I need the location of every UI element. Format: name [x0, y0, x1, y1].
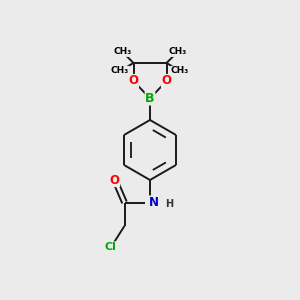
Text: O: O — [161, 74, 172, 88]
Text: CH₃: CH₃ — [171, 66, 189, 75]
Text: O: O — [128, 74, 139, 88]
Text: Cl: Cl — [105, 242, 117, 252]
Text: H: H — [165, 199, 173, 209]
Text: CH₃: CH₃ — [168, 47, 187, 56]
Text: N: N — [148, 196, 159, 209]
Text: B: B — [145, 92, 155, 105]
Text: CH₃: CH₃ — [113, 47, 132, 56]
Text: CH₃: CH₃ — [111, 66, 129, 75]
Text: O: O — [110, 173, 120, 187]
